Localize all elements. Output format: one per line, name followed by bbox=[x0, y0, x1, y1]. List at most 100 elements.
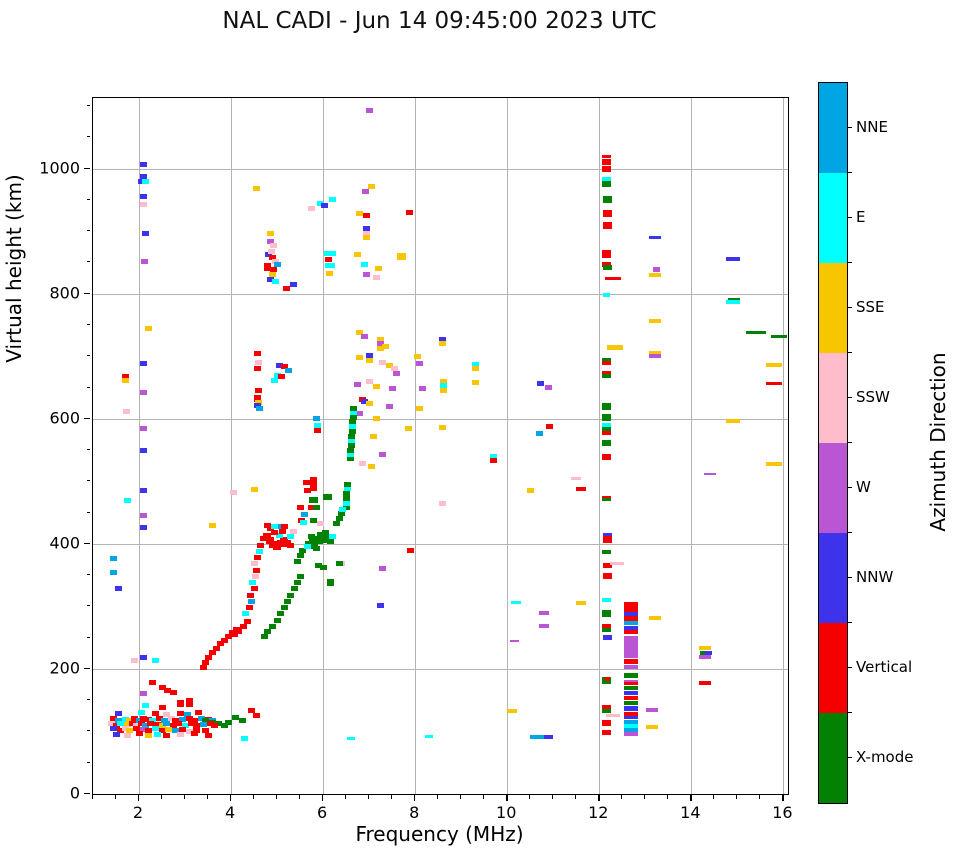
data-point bbox=[648, 235, 661, 239]
data-point bbox=[309, 538, 319, 547]
data-point bbox=[264, 263, 272, 272]
data-point bbox=[601, 371, 611, 376]
y-axis-major-tick bbox=[84, 417, 90, 420]
data-point bbox=[126, 727, 134, 733]
data-point bbox=[323, 493, 333, 500]
data-point bbox=[381, 343, 389, 349]
gridline-y bbox=[93, 293, 788, 295]
x-tick-label: 6 bbox=[317, 803, 328, 822]
data-point bbox=[356, 330, 364, 335]
data-point bbox=[335, 516, 343, 522]
data-point bbox=[342, 491, 350, 497]
gridline-x bbox=[691, 98, 693, 794]
data-point bbox=[601, 261, 611, 267]
data-point bbox=[140, 201, 148, 207]
data-point bbox=[243, 618, 251, 624]
data-point bbox=[153, 732, 161, 738]
data-point bbox=[363, 230, 371, 236]
data-point bbox=[607, 345, 624, 350]
data-point bbox=[526, 488, 534, 494]
x-axis-major-tick bbox=[782, 795, 784, 801]
y-axis-major-tick bbox=[84, 667, 90, 670]
x-axis-minor-tick bbox=[207, 795, 209, 799]
colorbar-segment-v bbox=[819, 623, 847, 713]
data-point bbox=[545, 385, 553, 391]
data-point bbox=[302, 480, 310, 486]
data-point bbox=[365, 108, 373, 113]
data-point bbox=[623, 625, 638, 630]
data-point bbox=[269, 623, 276, 629]
data-point bbox=[253, 394, 261, 402]
data-point bbox=[141, 231, 149, 237]
data-point bbox=[310, 476, 318, 482]
data-point bbox=[250, 486, 258, 492]
data-point bbox=[140, 715, 148, 721]
data-point bbox=[347, 447, 355, 453]
data-point bbox=[303, 544, 311, 550]
data-point bbox=[416, 361, 424, 367]
data-point bbox=[320, 203, 328, 209]
data-point bbox=[272, 278, 280, 284]
data-point bbox=[252, 186, 260, 192]
colorbar-center-tick bbox=[848, 757, 852, 759]
data-point bbox=[440, 383, 448, 389]
data-point bbox=[602, 572, 612, 579]
data-point bbox=[266, 230, 274, 236]
data-point bbox=[204, 732, 212, 738]
data-point bbox=[727, 297, 740, 301]
data-point bbox=[144, 325, 152, 331]
data-point bbox=[310, 485, 318, 491]
data-point bbox=[623, 731, 638, 736]
data-point bbox=[269, 267, 277, 273]
x-axis-minor-tick bbox=[483, 795, 485, 799]
data-point bbox=[601, 453, 611, 460]
data-point bbox=[575, 486, 586, 491]
data-point bbox=[140, 525, 148, 531]
data-point bbox=[601, 430, 611, 435]
x-axis-minor-tick bbox=[184, 795, 186, 799]
data-point bbox=[601, 423, 611, 428]
data-point bbox=[158, 727, 166, 733]
data-point bbox=[232, 715, 240, 721]
data-point bbox=[252, 713, 260, 719]
colorbar-center-tick bbox=[848, 307, 852, 309]
colorbar-label: Azimuth Direction bbox=[926, 352, 950, 532]
data-point bbox=[250, 586, 258, 592]
data-point bbox=[280, 536, 288, 544]
data-point bbox=[623, 679, 638, 683]
data-point bbox=[354, 381, 362, 387]
data-point bbox=[289, 282, 297, 288]
data-point bbox=[272, 258, 280, 264]
data-point bbox=[424, 734, 433, 738]
plot-title: NAL CADI - Jun 14 09:45:00 2023 UTC bbox=[222, 8, 657, 34]
data-point bbox=[142, 722, 150, 728]
data-point bbox=[186, 697, 194, 703]
data-point bbox=[179, 717, 187, 723]
data-point bbox=[317, 521, 325, 527]
data-point bbox=[163, 712, 171, 718]
data-point bbox=[623, 696, 638, 701]
data-point bbox=[107, 721, 115, 727]
x-axis-major-tick bbox=[230, 795, 232, 801]
data-point bbox=[308, 533, 316, 539]
data-point bbox=[323, 533, 333, 542]
colorbar-tick-label: SSW bbox=[856, 388, 890, 406]
data-point bbox=[471, 366, 479, 372]
data-point bbox=[256, 548, 264, 554]
data-point bbox=[350, 415, 357, 421]
data-point bbox=[265, 252, 273, 258]
y-axis-label: Virtual height (km) bbox=[2, 174, 26, 363]
data-point bbox=[396, 253, 406, 261]
data-point bbox=[439, 336, 447, 342]
data-point bbox=[301, 511, 309, 517]
data-point bbox=[202, 660, 210, 666]
colorbar-boundary-tick bbox=[848, 622, 852, 624]
data-point bbox=[228, 630, 238, 638]
data-point bbox=[350, 405, 357, 411]
data-point bbox=[699, 680, 712, 685]
data-point bbox=[249, 580, 257, 586]
data-point bbox=[601, 361, 611, 366]
x-axis-minor-tick bbox=[345, 795, 347, 799]
data-point bbox=[193, 727, 201, 733]
data-point bbox=[704, 651, 712, 656]
